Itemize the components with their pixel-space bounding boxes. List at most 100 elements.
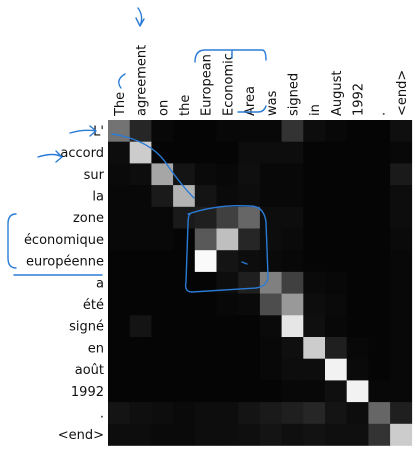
cell-token-token <box>368 402 391 425</box>
cell-signé-on <box>151 315 174 338</box>
cell-signé-1992 <box>346 315 369 338</box>
arrow-the-annotation <box>135 7 145 27</box>
cell-1992-end <box>390 380 413 403</box>
cell-européenne-august <box>325 250 347 273</box>
column-label-on: on <box>156 100 171 116</box>
cell-août-was <box>259 358 282 381</box>
cell-août-agreement <box>129 358 152 381</box>
cell-sur-was <box>259 163 282 186</box>
cell-en-on <box>151 337 174 359</box>
cell-a-agreement <box>129 271 152 294</box>
cell-économique-august <box>325 228 347 251</box>
cell-en-1992 <box>346 337 369 359</box>
cell-accord-in <box>303 141 326 164</box>
cell-1992-area <box>238 380 261 403</box>
row-label-zone: zone <box>73 211 104 226</box>
cell-européenne-token <box>368 250 391 273</box>
cell-en-european <box>194 337 217 359</box>
cell-sur-the <box>173 163 196 186</box>
cell-token-end <box>390 402 413 425</box>
cell-zone-agreement <box>129 206 152 229</box>
cell-en-economic <box>216 337 239 359</box>
row-label-économique: économique <box>24 233 104 248</box>
cell-août-token <box>368 358 391 381</box>
cell-européenne-the <box>173 250 196 273</box>
cell-a-economic <box>216 271 239 294</box>
cell-la-was <box>259 185 282 208</box>
cell-signé-agreement <box>129 315 152 338</box>
cell-zone-economic <box>216 206 239 229</box>
cell-économique-on <box>151 228 174 251</box>
cell-sur-european <box>194 163 217 186</box>
cell-août-august <box>325 358 347 381</box>
cell-1992-the <box>173 380 196 403</box>
cell-zone-august <box>325 206 347 229</box>
cell-été-area <box>238 293 261 316</box>
column-label-area: Area <box>243 86 258 116</box>
cell-sur-end <box>390 163 413 186</box>
cell-économique-1992 <box>346 228 369 251</box>
cell-signé-end <box>390 315 413 338</box>
cell-l-end <box>390 120 413 142</box>
cell-en-was <box>259 337 282 359</box>
column-label-agreement: agreement <box>135 45 150 116</box>
cell-européenne-economic <box>216 250 239 273</box>
cell-sur-agreement <box>129 163 152 186</box>
cell-signé-was <box>259 315 282 338</box>
cell-économique-was <box>259 228 282 251</box>
column-label-signed: signed <box>286 73 301 116</box>
arrow-the-side-annotation <box>118 73 126 89</box>
cell-août-area <box>238 358 261 381</box>
cell-été-was <box>259 293 282 316</box>
column-label-in: in <box>308 104 323 116</box>
cell-l-european <box>194 120 217 142</box>
cell-zone-the <box>108 206 130 229</box>
cell-l-was <box>259 120 282 142</box>
cell-accord-on <box>151 141 174 164</box>
cell-européenne-area <box>238 250 261 273</box>
cell-la-area <box>238 185 261 208</box>
column-label-the: the <box>178 95 193 116</box>
cell-européenne-in <box>303 250 326 273</box>
cell-l-august <box>325 120 347 142</box>
cell-token-august <box>325 402 347 425</box>
cell-accord-signed <box>281 141 304 164</box>
row-label-sur: sur <box>84 168 105 183</box>
cell-économique-economic <box>216 228 239 251</box>
cell-zone-on <box>151 206 174 229</box>
cell-été-the <box>108 293 130 316</box>
cell-end-the <box>108 423 130 446</box>
cell-août-the <box>108 358 130 381</box>
row-label-1992: 1992 <box>71 385 104 400</box>
cell-européenne-end <box>390 250 413 273</box>
cell-zone-in <box>303 206 326 229</box>
cell-a-on <box>151 271 174 294</box>
cell-end-european <box>194 423 217 446</box>
cell-la-end <box>390 185 413 208</box>
cell-économique-european <box>194 228 217 251</box>
row-label-signé: signé <box>69 320 104 335</box>
cell-1992-agreement <box>129 380 152 403</box>
cell-signé-the <box>173 315 196 338</box>
cell-l-1992 <box>346 120 369 142</box>
cell-été-on <box>151 293 174 316</box>
column-label-european: European <box>200 54 215 116</box>
cell-sur-1992 <box>346 163 369 186</box>
cell-sur-area <box>238 163 261 186</box>
cell-la-signed <box>281 185 304 208</box>
cell-1992-european <box>194 380 217 403</box>
column-label-august: August <box>330 71 345 117</box>
cell-token-in <box>303 402 326 425</box>
cell-l-agreement <box>129 120 152 142</box>
cell-signé-the <box>108 315 130 338</box>
cell-token-on <box>151 402 174 425</box>
cell-en-signed <box>281 337 304 359</box>
cell-en-end <box>390 337 413 359</box>
cell-sur-the <box>108 163 130 186</box>
column-label-1992: 1992 <box>352 83 367 116</box>
french-phrase-bracket-annotation <box>7 213 17 269</box>
cell-sur-on <box>151 163 174 186</box>
cell-token-1992 <box>346 402 369 425</box>
cell-économique-the <box>108 228 130 251</box>
economic-bracket-annotation <box>194 49 267 63</box>
